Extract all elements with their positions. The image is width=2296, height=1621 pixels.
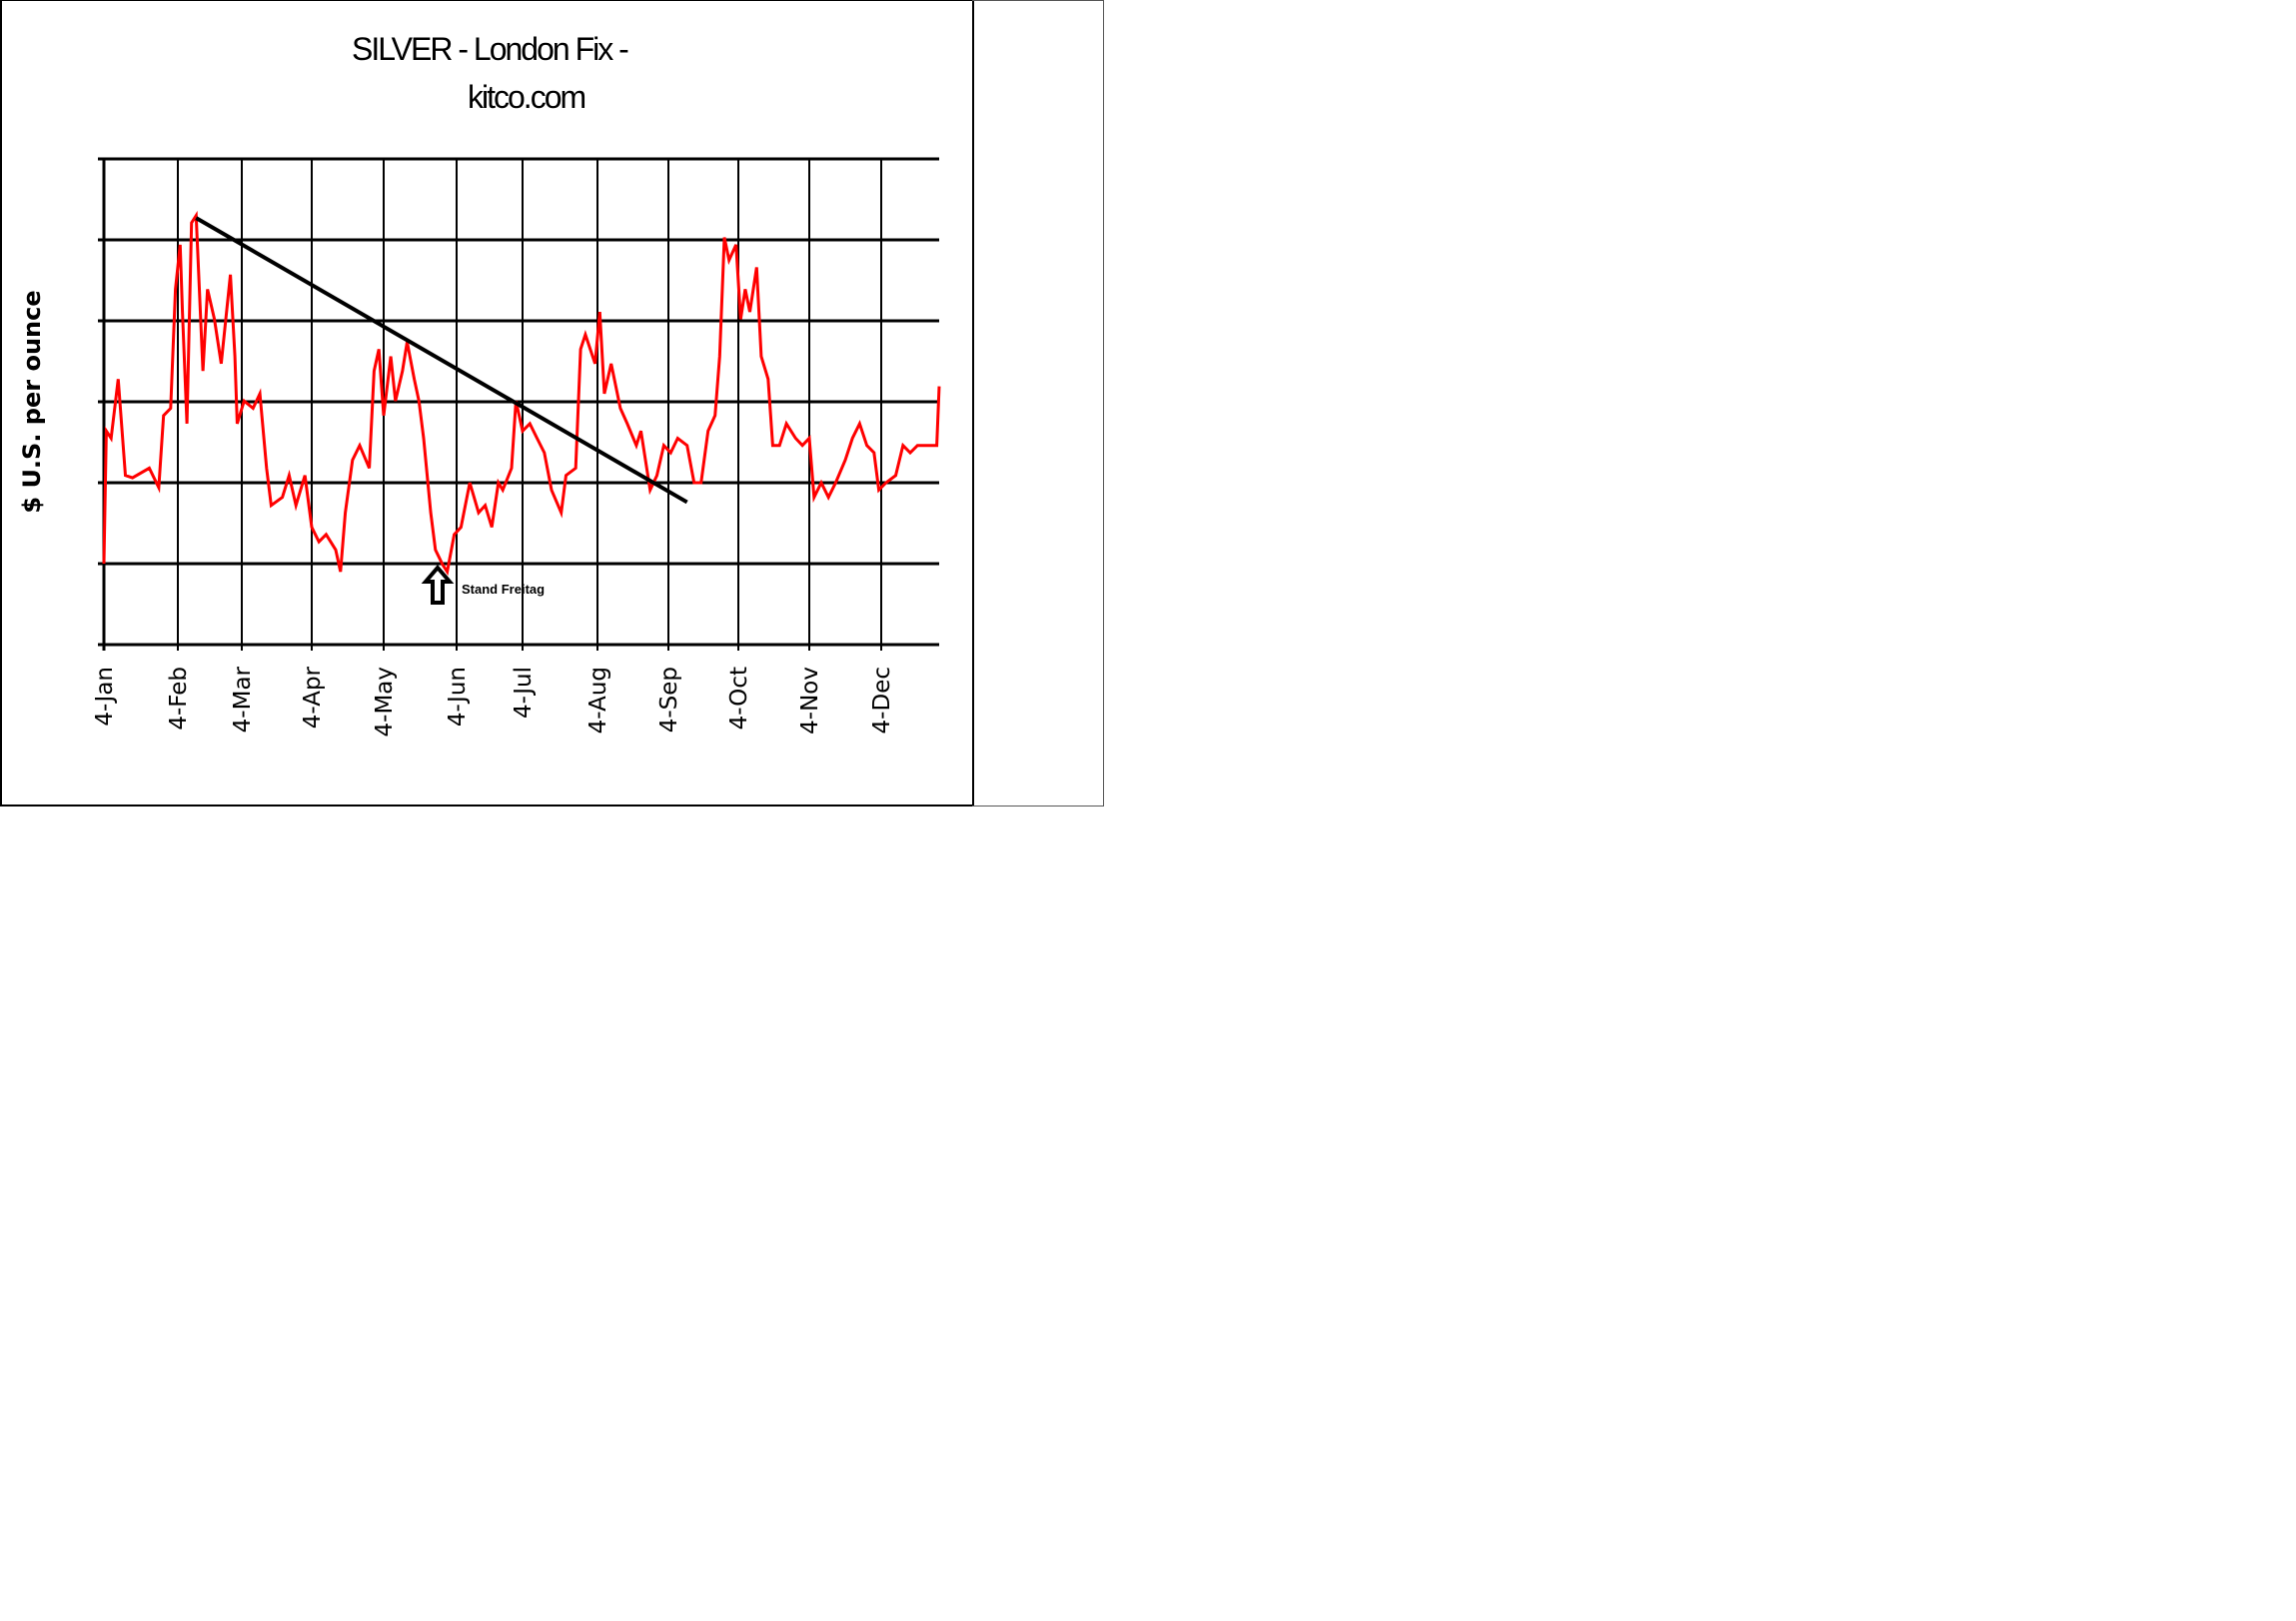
x-tick-label: 4-Feb <box>166 667 192 731</box>
y-axis-label: $ U.S. per ounce <box>18 290 46 513</box>
series <box>102 210 941 577</box>
x-tick-label: 4-Apr <box>300 666 326 729</box>
x-tick-label: 4-Sep <box>656 667 682 733</box>
x-tick-label: 4-Aug <box>585 667 611 734</box>
trendline-group <box>195 216 688 505</box>
x-tick-label: 4-Jan <box>92 667 118 727</box>
side-panel <box>972 0 1104 807</box>
chart-frame <box>0 0 974 807</box>
x-tick-label: 4-Jun <box>445 667 471 727</box>
chart-subtitle: kitco.com <box>468 79 584 115</box>
annotation: Stand Freitag <box>421 564 545 605</box>
x-tick-label: 4-Jul <box>511 667 537 719</box>
x-tick-labels: 4-Jan 4-Feb 4-Mar 4-Apr 4-May 4-Jun 4-Jul 4-Aug… <box>92 666 895 737</box>
chart-title: SILVER - London Fix - <box>352 31 628 67</box>
up-arrow-icon <box>421 564 455 605</box>
x-tick-label: 4-Oct <box>726 667 752 730</box>
x-tick-label: 4-Mar <box>230 666 256 733</box>
x-tick-label: 4-May <box>372 667 398 737</box>
x-tick-label: 4-Nov <box>797 667 823 735</box>
trendline <box>195 216 688 505</box>
series-line <box>102 210 941 577</box>
annotation-text: Stand Freitag <box>462 582 545 597</box>
x-tick-label: 4-Dec <box>869 667 895 734</box>
